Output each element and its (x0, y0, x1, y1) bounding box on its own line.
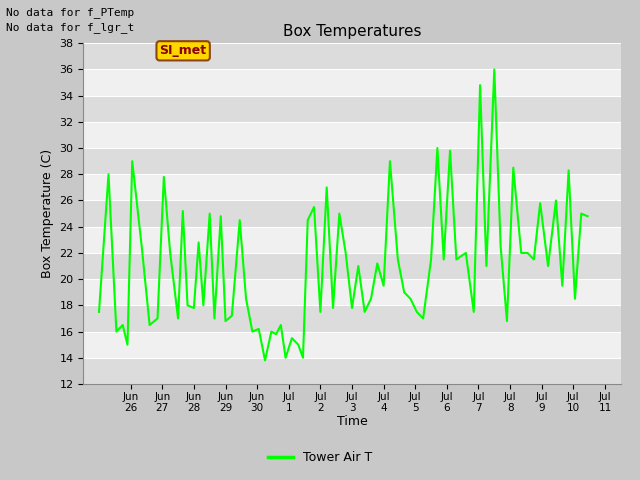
Bar (83, 43, 621, 70)
Bar (83, 122, 621, 148)
X-axis label: Time: Time (337, 415, 367, 428)
Bar (83, 70, 621, 96)
Bar (83, 174, 621, 201)
Title: Box Temperatures: Box Temperatures (283, 24, 421, 39)
Text: SI_met: SI_met (159, 44, 207, 57)
Bar (83, 253, 621, 279)
Legend: Tower Air T: Tower Air T (263, 446, 377, 469)
Text: No data for f_lgr_t: No data for f_lgr_t (6, 22, 134, 33)
Bar (83, 279, 621, 305)
Text: No data for f_PTemp: No data for f_PTemp (6, 7, 134, 18)
Bar (83, 358, 621, 384)
Y-axis label: Box Temperature (C): Box Temperature (C) (41, 149, 54, 278)
Bar (83, 201, 621, 227)
Bar (83, 227, 621, 253)
Bar (83, 332, 621, 358)
Bar (83, 96, 621, 122)
Bar (83, 305, 621, 332)
Bar (83, 148, 621, 174)
